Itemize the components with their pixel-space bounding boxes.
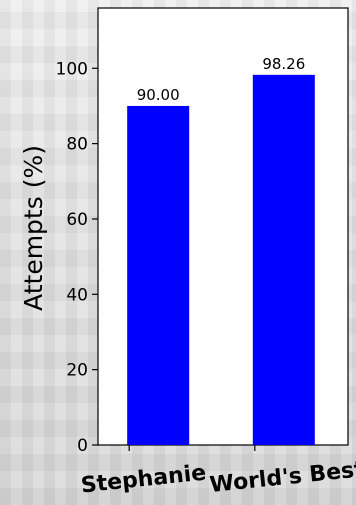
y-axis: 0 20 40 60 80 100 [56, 59, 98, 456]
x-tick-label-0: Stephanie [80, 461, 208, 499]
y-tick-label-3: 60 [66, 210, 88, 230]
data-label-1: 98.26 [262, 55, 305, 73]
y-axis-label: Attempts (%) [19, 145, 48, 311]
data-label-0: 90.00 [137, 86, 180, 104]
x-axis: Stephanie World's Best [80, 445, 356, 499]
y-tick-label-0: 0 [77, 436, 88, 456]
bar-1 [252, 74, 315, 445]
y-tick-label-1: 20 [66, 361, 88, 381]
y-tick-label-5: 100 [56, 59, 88, 79]
y-tick-label-4: 80 [66, 135, 88, 155]
data-labels-group: 90.00 98.26 [137, 55, 306, 104]
y-tick-label-2: 40 [66, 285, 88, 305]
bar-0 [127, 105, 190, 445]
x-tick-label-1: World's Best [208, 457, 356, 498]
bars-group [127, 74, 315, 445]
